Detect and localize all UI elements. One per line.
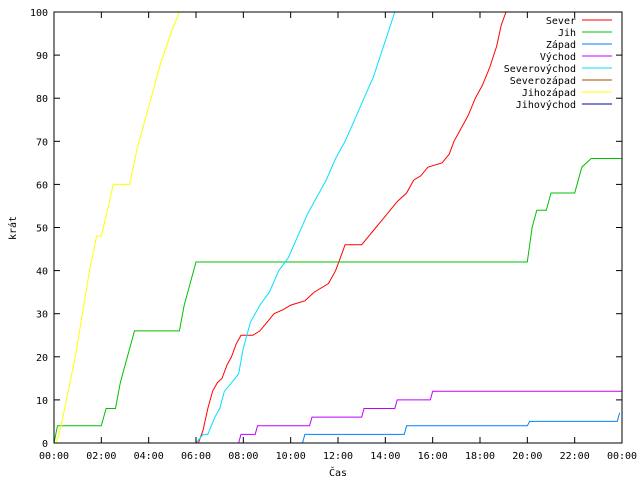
x-tick-label: 20:00 xyxy=(512,451,542,462)
x-tick-label: 02:00 xyxy=(86,451,116,462)
series-line-2 xyxy=(302,412,621,443)
y-tick-label: 20 xyxy=(36,353,48,364)
y-tick-label: 10 xyxy=(36,396,48,407)
y-tick-label: 30 xyxy=(36,310,48,321)
y-tick-label: 90 xyxy=(36,51,48,62)
y-axis-label: krát xyxy=(7,216,19,240)
x-tick-label: 22:00 xyxy=(560,451,590,462)
y-tick-label: 60 xyxy=(36,180,48,191)
y-tick-label: 70 xyxy=(36,137,48,148)
y-tick-label: 50 xyxy=(36,224,48,235)
y-tick-label: 40 xyxy=(36,267,48,278)
legend-label: Východ xyxy=(540,51,576,63)
series-line-0 xyxy=(197,12,507,443)
x-tick-label: 06:00 xyxy=(181,451,211,462)
y-tick-label: 0 xyxy=(42,439,48,450)
x-tick-label: 08:00 xyxy=(228,451,258,462)
x-axis-label: Čas xyxy=(329,466,347,479)
x-tick-label: 12:00 xyxy=(323,451,353,462)
legend: SeverJihZápadVýchodSeverovýchodSeverozáp… xyxy=(504,16,612,111)
legend-label: Západ xyxy=(546,39,576,51)
legend-label: Severozápad xyxy=(510,75,576,87)
x-tick-label: 00:00 xyxy=(39,451,69,462)
series-line-4 xyxy=(195,12,396,443)
legend-label: Sever xyxy=(546,16,576,27)
legend-label: Severovýchod xyxy=(504,63,576,75)
series-line-3 xyxy=(238,390,622,443)
series-line-1 xyxy=(54,158,622,443)
x-tick-label: 14:00 xyxy=(370,451,400,462)
x-tick-label: 16:00 xyxy=(418,451,448,462)
series-line-6 xyxy=(55,12,180,443)
y-tick-label: 80 xyxy=(36,94,48,105)
x-tick-label: 00:00 xyxy=(607,451,637,462)
ticks-layer: 00:00 02:00 04:00 06:00 08:00 10:00 12:00 14:00… xyxy=(30,8,637,462)
x-tick-label: 18:00 xyxy=(465,451,495,462)
legend-label: Jih xyxy=(558,28,576,39)
legend-label: Jihovýchod xyxy=(516,99,576,111)
y-tick-label: 100 xyxy=(30,8,48,19)
series-layer xyxy=(54,12,622,443)
legend-label: Jihozápad xyxy=(522,87,576,99)
x-tick-label: 04:00 xyxy=(134,451,164,462)
x-tick-label: 10:00 xyxy=(276,451,306,462)
